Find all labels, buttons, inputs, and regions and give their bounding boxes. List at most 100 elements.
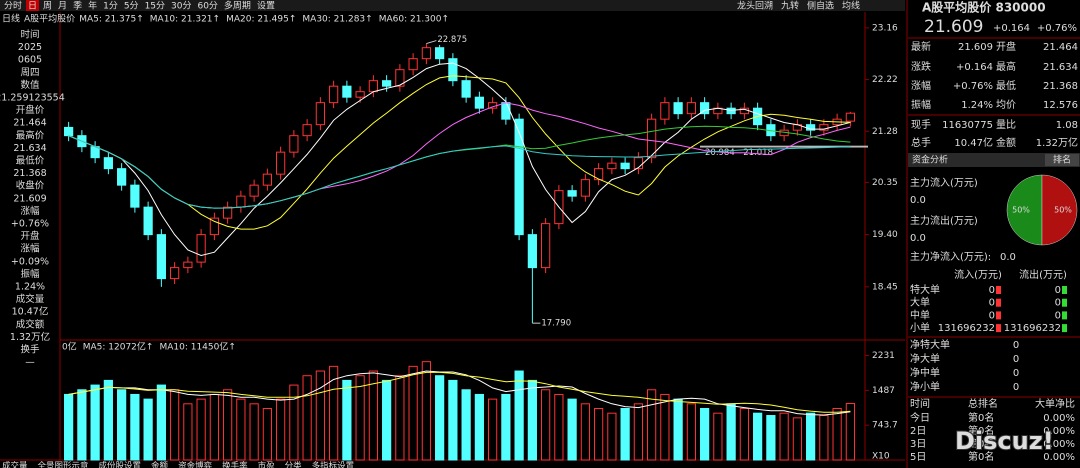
volume-bar	[832, 407, 842, 461]
candle-body	[170, 267, 180, 280]
net-value: 0.0	[1000, 252, 1016, 263]
bottom-tab[interactable]: 成份股设置	[99, 461, 142, 468]
candle-body	[130, 184, 140, 208]
toolbar-button[interactable]: 侧自选	[807, 0, 834, 12]
y-tick-label: 18.45	[872, 282, 898, 292]
pie-label: 50%	[1012, 206, 1030, 215]
flow-row-label: 特大单	[910, 283, 940, 296]
toolbar-tab[interactable]: 5分	[124, 1, 139, 12]
sidebar-item: 21.368	[13, 168, 46, 179]
volume-bar	[713, 412, 723, 461]
volume-bar	[474, 393, 484, 461]
toolbar-tab[interactable]: 设置	[257, 1, 275, 12]
toolbar-tab[interactable]: 多周期	[224, 0, 251, 12]
rank-button[interactable]: 排名	[1053, 154, 1071, 166]
volume-bar	[806, 412, 816, 461]
volume-bar	[488, 398, 498, 461]
candle-body	[448, 58, 458, 82]
volume-bar	[779, 412, 789, 461]
sidebar-item: 21.609	[13, 193, 46, 204]
volume-bar	[726, 403, 736, 461]
volume-bar	[739, 407, 749, 461]
toolbar-tab[interactable]: 1分	[103, 1, 118, 12]
rank-cell: 3日	[910, 439, 926, 450]
chart-name: A股平均股价	[24, 13, 75, 25]
volume-ma-line	[68, 371, 851, 413]
quote-label: 金额	[996, 136, 1016, 149]
candle-body	[660, 102, 670, 120]
bottom-tab[interactable]: 资金博弈	[178, 461, 213, 468]
bottom-tab[interactable]: 分类	[285, 461, 303, 468]
toolbar-tab[interactable]: 分时	[4, 0, 22, 12]
main-chart: 23.1622.2221.2820.3519.4018.4520.984—21.…	[62, 23, 898, 461]
volume-bar	[236, 398, 246, 461]
toolbar-tab[interactable]: 季	[73, 0, 82, 12]
ma-legend: MA20: 21.495↑	[226, 15, 296, 25]
volume-bar	[514, 370, 524, 461]
bottom-tab[interactable]: 成交量	[2, 461, 28, 468]
sidebar-item: 振幅	[20, 268, 40, 280]
y-tick-label: 21.28	[872, 127, 898, 137]
toolbar-tab[interactable]: 周	[43, 1, 52, 12]
flow-bar	[996, 298, 1001, 307]
flow-bar	[996, 324, 1001, 333]
candle-body	[249, 184, 259, 197]
flow-in: 0	[989, 310, 995, 321]
volume-bar	[90, 384, 100, 461]
rank-cell: 0.00%	[1043, 426, 1075, 437]
rank-cell: 第0名	[968, 411, 994, 424]
sidebar-item: +0.76%	[11, 219, 49, 230]
volume-bar	[845, 402, 855, 461]
quote-price: 21.609	[924, 17, 983, 37]
y-tick-label: 20.35	[872, 178, 898, 188]
quote-label: 现手	[911, 118, 931, 131]
net-row-value: 0	[1013, 340, 1019, 351]
toolbar-tab[interactable]: 15分	[145, 1, 165, 12]
volume-bar	[249, 403, 259, 461]
candle-body	[633, 157, 643, 170]
toolbar-button[interactable]: 均线	[842, 0, 860, 12]
volume-bar	[276, 398, 286, 461]
volume-bar	[580, 403, 590, 461]
candle-body	[117, 168, 127, 186]
rank-button-bg[interactable]	[1045, 154, 1079, 166]
toolbar-button[interactable]: 九转	[781, 0, 799, 12]
candle-body	[382, 80, 392, 87]
toolbar-tab[interactable]: 月	[58, 1, 67, 12]
candle-body	[474, 96, 484, 109]
bottom-tab[interactable]: 全景图形示意	[38, 461, 89, 468]
candle-body	[700, 102, 710, 115]
rank-cell: 0.00%	[1043, 439, 1075, 450]
sidebar-item: 2025	[18, 42, 42, 53]
flow-row-label: 中单	[910, 308, 930, 321]
toolbar-tab[interactable]: 60分	[197, 1, 217, 12]
rank-cell: 今日	[910, 411, 930, 424]
candle-body	[143, 206, 153, 236]
sidebar-item: 1.24%	[15, 282, 45, 293]
bottom-tab[interactable]: 多指标设置	[312, 461, 355, 468]
candle-body	[686, 102, 696, 115]
sidebar-item: 1.32万亿	[10, 331, 50, 343]
toolbar-tab[interactable]: 日	[28, 1, 37, 12]
candle-body	[156, 234, 166, 280]
bottom-tab[interactable]: 市盈	[258, 461, 276, 468]
bottom-tab[interactable]: 换手率	[222, 461, 248, 468]
quote-value: 10.47亿	[954, 136, 993, 149]
bottom-tab[interactable]: 金额	[151, 461, 169, 468]
net-label: 主力净流入(万元):	[910, 250, 991, 263]
toolbar-tab[interactable]: 年	[88, 0, 97, 12]
volume-bar	[183, 403, 193, 461]
volume-bar	[541, 389, 551, 461]
toolbar-tab[interactable]: 30分	[171, 1, 191, 12]
volume-tick-label: 1487	[872, 386, 895, 396]
volume-bar	[170, 389, 180, 461]
candle-body	[262, 173, 272, 186]
min-label: 17.790	[541, 319, 571, 329]
table-header: 流出(万元)	[1019, 268, 1067, 281]
candle-body	[302, 124, 312, 137]
quote-value: 21.368	[1043, 81, 1078, 92]
toolbar-button[interactable]: 龙头回溯	[737, 0, 773, 12]
volume-bar	[64, 393, 74, 461]
quote-value: +0.164	[956, 62, 993, 73]
